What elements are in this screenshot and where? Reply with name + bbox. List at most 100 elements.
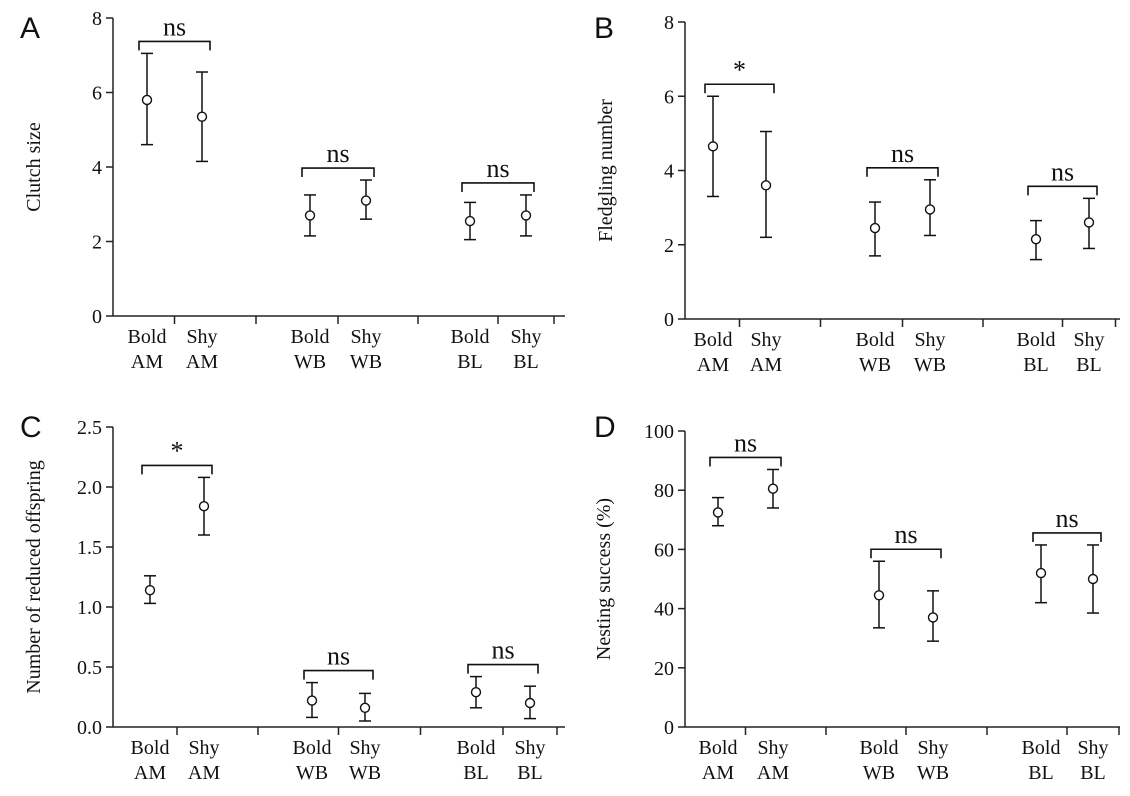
panel-c: C 0.0 0.5 1.0 1.5 2.0 2.5 Number of reduced off… (20, 411, 565, 784)
y-tick-label: 8 (664, 12, 674, 34)
significance-label: ns (894, 520, 917, 549)
mean-point (1087, 573, 1099, 585)
mean-point (760, 180, 772, 191)
x-tick-label: WB (349, 762, 381, 784)
significance-label: * (171, 436, 184, 465)
y-tick-label: 20 (654, 658, 674, 680)
mean-point (196, 111, 208, 122)
mean-point (359, 702, 371, 713)
significance-label: ns (491, 636, 514, 665)
x-tick-label: BL (513, 351, 539, 373)
y-tick-label: 60 (654, 539, 674, 561)
x-tick-label: WB (350, 351, 382, 373)
y-tick-label: 8 (92, 8, 102, 30)
x-tick-label: Bold (699, 737, 738, 759)
x-tick-label: Bold (1022, 737, 1061, 759)
x-tick-label: Bold (860, 737, 899, 759)
y-axis-label: Fledgling number (595, 99, 617, 242)
x-tick-label: Shy (188, 737, 219, 759)
x-tick-label: AM (702, 762, 734, 784)
significance-bracket (1027, 185, 1098, 196)
y-tick-label: 40 (654, 599, 674, 621)
x-tick-label: Bold (131, 737, 170, 759)
mean-point (873, 590, 885, 601)
y-tick-label: 2.0 (77, 477, 102, 499)
group-2: Bold WB Shy WB ns (856, 139, 947, 376)
x-tick-label: Shy (914, 329, 945, 351)
x-tick-label: Bold (293, 737, 332, 759)
y-tick-label: 6 (664, 86, 674, 108)
mean-point (524, 697, 536, 709)
significance-bracket (709, 456, 782, 467)
group-1: Bold AM Shy AM * (694, 55, 783, 376)
x-tick-label: Bold (451, 326, 490, 348)
significance-label: ns (1055, 504, 1078, 533)
x-tick-label: AM (697, 354, 729, 376)
significance-label: ns (1051, 157, 1074, 186)
x-tick-label: WB (294, 351, 326, 373)
significance-label: ns (163, 12, 186, 41)
mean-point (707, 141, 719, 152)
x-tick-label: Shy (186, 326, 217, 348)
panel-b: B 0 2 4 6 8 Fledgling number Bold AM Shy AM * Bold WB… (594, 12, 1120, 376)
x-tick-label: Shy (1077, 737, 1108, 759)
x-tick-label: WB (863, 762, 895, 784)
x-tick-label: Shy (1073, 329, 1104, 351)
x-tick-label: BL (463, 762, 489, 784)
x-tick-label: Bold (128, 326, 167, 348)
significance-bracket (704, 83, 775, 94)
significance-bracket (870, 548, 942, 559)
mean-point (198, 501, 210, 512)
panel-letter: B (594, 12, 614, 45)
x-tick-label: Shy (514, 737, 545, 759)
y-tick-label: 6 (92, 83, 102, 105)
mean-point (304, 210, 316, 221)
y-axis-label: Number of reduced offspring (23, 460, 45, 693)
x-tick-label: AM (757, 762, 789, 784)
x-tick-label: AM (134, 762, 166, 784)
mean-point (470, 687, 482, 698)
significance-bracket (301, 167, 375, 178)
significance-bracket (467, 663, 539, 674)
significance-label: ns (734, 428, 757, 457)
mean-point (306, 695, 318, 706)
x-tick-label: Shy (350, 326, 381, 348)
x-tick-label: Shy (750, 329, 781, 351)
x-tick-label: BL (517, 762, 543, 784)
group-3: Bold BL Shy BL ns (1017, 157, 1105, 376)
y-axis-label: Clutch size (23, 122, 45, 212)
significance-bracket (138, 40, 211, 51)
x-tick-label: BL (1076, 354, 1102, 376)
group-1: Bold AM Shy AM ns (128, 12, 219, 373)
x-tick-label: Bold (457, 737, 496, 759)
mean-point (767, 483, 779, 494)
y-tick-label: 1.5 (77, 537, 102, 559)
group-2: Bold WB Shy WB ns (860, 520, 950, 784)
x-tick-label: WB (914, 354, 946, 376)
y-tick-label: 2 (664, 235, 674, 257)
significance-label: ns (891, 139, 914, 168)
x-tick-label: AM (188, 762, 220, 784)
mean-point (927, 612, 939, 623)
x-tick-label: BL (1028, 762, 1054, 784)
y-tick-label: 4 (664, 161, 674, 183)
y-tick-label: 1.0 (77, 597, 102, 619)
panel-d: D 0 20 40 60 80 100 Nesting success (%) Bold AM Sh… (593, 411, 1120, 784)
x-tick-label: AM (186, 351, 218, 373)
mean-point (712, 507, 724, 518)
x-tick-label: Shy (510, 326, 541, 348)
mean-point (141, 94, 153, 106)
x-tick-label: WB (859, 354, 891, 376)
x-tick-label: Bold (291, 326, 330, 348)
mean-point (1083, 217, 1095, 228)
significance-label: ns (326, 139, 349, 168)
mean-point (1030, 233, 1042, 245)
y-tick-label: 0.0 (77, 717, 102, 739)
y-tick-label: 100 (644, 421, 674, 443)
panel-letter: C (20, 411, 42, 444)
significance-label: * (733, 55, 746, 84)
mean-point (464, 215, 476, 227)
y-tick-label: 0 (664, 717, 674, 739)
x-tick-label: Bold (856, 329, 895, 351)
